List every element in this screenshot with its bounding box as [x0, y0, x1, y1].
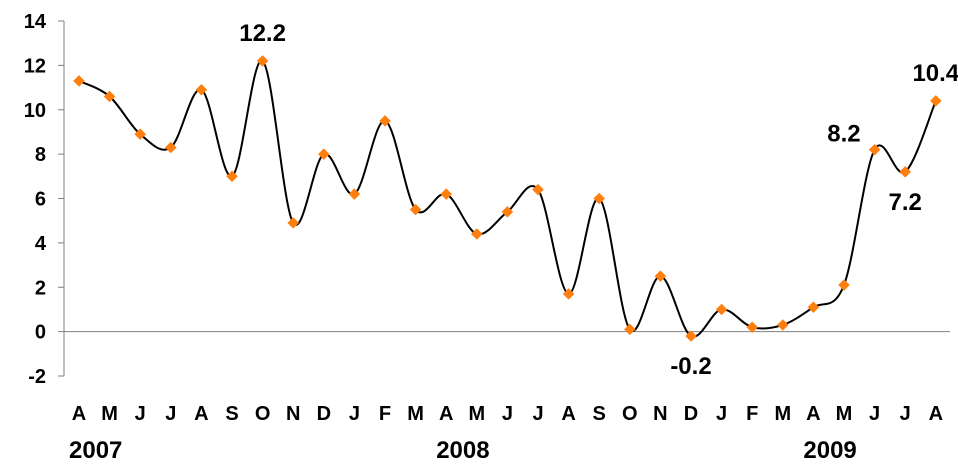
data-point-marker	[379, 114, 391, 127]
data-point-marker	[776, 319, 789, 331]
x-tick-label: M	[836, 403, 853, 425]
x-tick-label: O	[622, 403, 638, 425]
data-point-marker	[348, 188, 361, 200]
data-labels: 12.2 -0.2 8.2 7.2 10.4	[239, 20, 958, 380]
x-tick-label: N	[286, 403, 300, 425]
data-point-marker	[226, 170, 238, 183]
data-point-marker	[470, 228, 483, 240]
data-point-marker	[929, 95, 942, 107]
x-tick-label: J	[716, 403, 727, 425]
x-tick-label: D	[317, 403, 331, 425]
x-tick-label: J	[532, 403, 543, 425]
x-tick-label: A	[929, 403, 943, 425]
axes	[58, 20, 950, 377]
x-tick-label: J	[869, 403, 880, 425]
x-tick-label: S	[593, 403, 606, 425]
series-layer	[73, 55, 942, 342]
data-point-marker	[440, 188, 453, 200]
year-label: 2008	[436, 437, 489, 464]
data-point-marker	[623, 323, 636, 336]
data-point-marker	[256, 55, 269, 67]
y-tick-label: 0	[35, 322, 46, 344]
x-tick-label: M	[774, 403, 791, 425]
data-point-marker	[715, 303, 728, 316]
data-point-marker	[562, 288, 575, 300]
x-tick-label: F	[746, 403, 758, 425]
y-tick-label: 2	[35, 277, 46, 299]
data-point-marker	[838, 279, 850, 291]
x-tick-label: A	[72, 403, 86, 425]
data-label: 12.2	[239, 20, 286, 47]
year-label: 2009	[803, 437, 856, 464]
x-tick-label: M	[407, 403, 424, 425]
data-label: 8.2	[827, 121, 860, 148]
y-tick-label: 6	[35, 189, 46, 211]
x-tick-label: A	[194, 403, 208, 425]
data-point-marker	[868, 143, 881, 156]
data-point-marker	[746, 321, 759, 334]
data-point-marker	[654, 270, 667, 283]
x-tick-label: A	[561, 403, 575, 425]
data-label: 10.4	[912, 60, 958, 87]
year-label: 2007	[69, 437, 122, 464]
x-tick-label: N	[653, 403, 667, 425]
x-tick-label: S	[225, 403, 238, 425]
y-tick-label: 8	[35, 144, 46, 166]
y-tick-label: 4	[35, 233, 47, 255]
x-tick-label: M	[101, 403, 118, 425]
data-point-marker	[685, 330, 697, 342]
x-tick-label: A	[439, 403, 453, 425]
x-tick-label: F	[379, 403, 391, 425]
data-point-marker	[317, 148, 330, 160]
y-tick-label: 12	[24, 55, 46, 77]
data-point-marker	[134, 128, 147, 141]
data-point-marker	[593, 192, 606, 205]
y-tick-label: -2	[28, 366, 46, 388]
data-point-marker	[807, 301, 820, 314]
x-tick-label: J	[900, 403, 911, 425]
data-point-marker	[195, 83, 208, 96]
x-tick-label: A	[806, 403, 820, 425]
data-point-marker	[409, 203, 422, 216]
x-tick-label: J	[165, 403, 176, 425]
y-tick-label: 10	[24, 100, 46, 122]
data-point-marker	[73, 75, 85, 87]
data-point-marker	[532, 183, 544, 196]
x-tick-label: M	[468, 403, 485, 425]
data-label: 7.2	[889, 189, 922, 216]
y-tick-label: 14	[24, 11, 47, 33]
series-line	[78, 59, 937, 338]
data-point-marker	[501, 205, 514, 218]
data-point-marker	[103, 90, 116, 103]
data-point-marker	[287, 217, 300, 229]
x-tick-label: J	[135, 403, 146, 425]
data-point-marker	[899, 166, 912, 178]
x-tick-label: J	[349, 403, 360, 425]
x-tick-label: D	[684, 403, 698, 425]
x-tick-label: J	[502, 403, 513, 425]
data-label: -0.2	[670, 353, 711, 380]
data-point-marker	[164, 141, 177, 154]
x-tick-label: O	[255, 403, 271, 425]
